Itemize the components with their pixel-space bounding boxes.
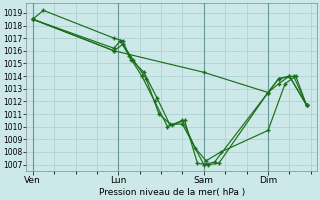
X-axis label: Pression niveau de la mer( hPa ): Pression niveau de la mer( hPa )	[99, 188, 245, 197]
